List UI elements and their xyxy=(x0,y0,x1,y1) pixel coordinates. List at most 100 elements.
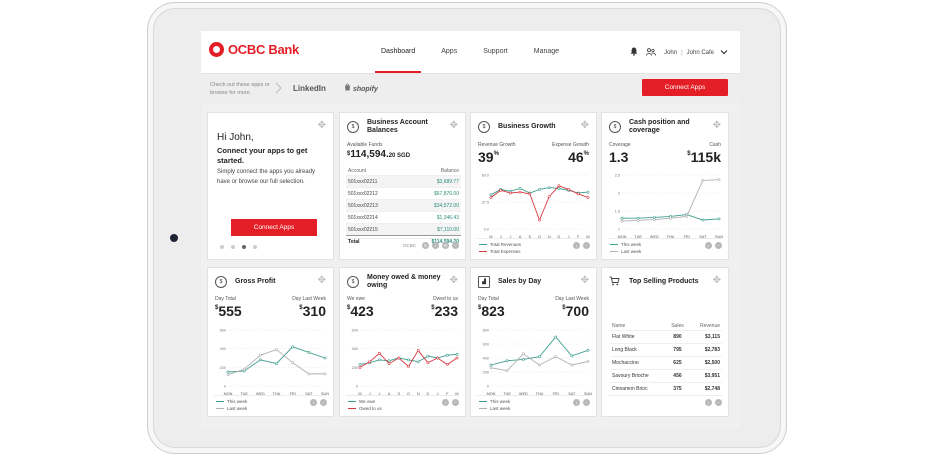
x-tick-label: F xyxy=(577,235,580,239)
remove-icon[interactable]: − xyxy=(452,399,459,406)
nav-support[interactable]: Support xyxy=(483,48,508,55)
coverage-label: Coverage xyxy=(609,142,631,148)
refresh-icon[interactable]: ↻ xyxy=(422,242,429,249)
we-owe-currency: $ xyxy=(347,305,351,311)
drag-handle-icon[interactable]: ✥ xyxy=(317,275,326,286)
info-icon[interactable]: i xyxy=(573,399,580,406)
drag-handle-icon[interactable]: ✥ xyxy=(580,275,589,286)
drag-handle-icon[interactable]: ✥ xyxy=(317,120,326,131)
table-row[interactable]: Savoury Brioche 456 $3,951 xyxy=(610,369,722,383)
table-row[interactable]: Cinnamon Brioc 375 $2,748 xyxy=(610,382,722,395)
info-icon[interactable]: i xyxy=(705,242,712,249)
nav-manage[interactable]: Manage xyxy=(533,48,560,55)
x-tick-label: M xyxy=(358,392,361,396)
remove-icon[interactable]: − xyxy=(583,242,590,249)
drag-handle-icon[interactable]: ✥ xyxy=(449,275,458,286)
we-owe-label: We owe xyxy=(347,296,365,302)
growth-chart: 60.037.50.0M J J A S O N D J F M xyxy=(482,174,590,240)
brand-logo[interactable]: OCBC Bank xyxy=(209,42,299,57)
legend-item: Last week xyxy=(216,405,247,412)
table-row[interactable]: 501xxx02215 $7,110.00 xyxy=(346,223,461,236)
data-point xyxy=(499,188,503,192)
pager-dot[interactable] xyxy=(253,245,257,249)
connect-apps-button[interactable]: Connect Apps xyxy=(642,79,728,96)
remove-icon[interactable]: − xyxy=(583,399,590,406)
brand-name: OCBC Bank xyxy=(228,42,299,57)
info-icon[interactable]: i xyxy=(573,242,580,249)
pager-dot[interactable] xyxy=(231,245,235,249)
pager-dot-active[interactable] xyxy=(242,245,246,249)
x-tick-label: SUN xyxy=(584,392,592,396)
y-tick-label: 400 xyxy=(352,347,358,351)
account-balance: $7,110.00 xyxy=(405,223,461,236)
account-balance: $34,572.00 xyxy=(405,199,461,212)
table-row[interactable]: Mochaccino 625 $2,500 xyxy=(610,356,722,370)
table-row[interactable]: 501xxx02212 $67,876.00 xyxy=(346,187,461,200)
data-point xyxy=(378,351,381,355)
info-icon[interactable]: i xyxy=(442,399,449,406)
linkedin-logo[interactable]: LinkedIn xyxy=(293,84,326,93)
info-icon[interactable]: i xyxy=(310,399,317,406)
settings-icon[interactable]: ⚙ xyxy=(442,242,449,249)
y-tick-label: 1 xyxy=(618,228,620,232)
drag-handle-icon[interactable]: ✥ xyxy=(449,120,458,131)
remove-icon[interactable]: − xyxy=(320,399,327,406)
cash-value: $115k xyxy=(687,149,721,165)
bell-icon[interactable] xyxy=(630,47,638,58)
x-tick-label: S xyxy=(529,235,532,239)
day-total-label: Day Total xyxy=(215,296,236,302)
product-revenue: $3,951 xyxy=(688,369,722,383)
remove-icon[interactable]: − xyxy=(452,242,459,249)
user-full-name[interactable]: John Cafe xyxy=(686,49,714,56)
nav-apps[interactable]: Apps xyxy=(441,48,458,55)
legend-item: This week xyxy=(216,398,247,405)
chevron-down-icon[interactable] xyxy=(720,48,728,57)
user-first-name[interactable]: John xyxy=(664,49,678,56)
x-tick-label: WED xyxy=(519,392,528,396)
nav-dashboard[interactable]: Dashboard xyxy=(371,31,425,73)
info-icon[interactable]: i xyxy=(705,399,712,406)
x-tick-label: MON xyxy=(618,235,627,239)
day-total-currency: $ xyxy=(215,305,219,311)
dollar-icon: $ xyxy=(609,121,621,133)
remove-icon[interactable]: − xyxy=(715,242,722,249)
remove-icon[interactable]: − xyxy=(715,399,722,406)
data-point xyxy=(242,367,246,371)
y-tick-label: 400 xyxy=(483,357,489,361)
drag-handle-icon[interactable]: ✥ xyxy=(712,275,721,286)
users-icon[interactable] xyxy=(646,47,656,58)
legend-swatch xyxy=(610,251,618,253)
data-point xyxy=(275,362,278,366)
dollar-icon: $ xyxy=(478,121,490,133)
connect-apps-card-button[interactable]: Connect Apps xyxy=(231,219,317,236)
drag-handle-icon[interactable]: ✥ xyxy=(580,120,589,131)
legend-swatch xyxy=(479,251,487,253)
card-footer: This week Last week i − xyxy=(608,238,722,255)
data-point xyxy=(701,178,705,182)
data-point xyxy=(358,365,362,369)
data-point xyxy=(455,352,459,356)
sales-chart: 800 600 400 200 0 MON TUE WED THU FRI SAT SUN xyxy=(483,329,592,397)
data-point xyxy=(538,187,541,191)
shopify-logo[interactable]: shopify xyxy=(344,83,378,93)
info-icon[interactable]: i xyxy=(432,242,439,249)
y-tick-label: 600 xyxy=(352,329,358,333)
data-point xyxy=(521,352,525,356)
table-row[interactable]: 501xxx02211 $3,689.77 xyxy=(346,175,461,188)
data-point xyxy=(505,359,509,363)
table-row[interactable]: 501xxx02214 $1,346.43 xyxy=(346,211,461,224)
table-row[interactable]: Long Black 795 $2,783 xyxy=(610,343,722,357)
linkedin-logo-text: LinkedIn xyxy=(293,84,326,93)
drag-handle-icon[interactable]: ✥ xyxy=(712,120,721,131)
table-row[interactable]: 501xxx02213 $34,572.00 xyxy=(346,199,461,212)
available-funds-label: Available Funds xyxy=(347,142,383,148)
column-header: Account xyxy=(348,168,367,174)
table-row[interactable]: Flat White 890 $3,115 xyxy=(610,330,722,344)
y-tick-label: 200 xyxy=(483,371,489,375)
dollar-icon: $ xyxy=(347,276,359,288)
pager-dot[interactable] xyxy=(220,245,224,249)
footer-actions: i − xyxy=(307,399,327,406)
series-line xyxy=(490,336,589,366)
legend-label: Last week xyxy=(621,249,642,254)
data-point xyxy=(567,187,571,191)
